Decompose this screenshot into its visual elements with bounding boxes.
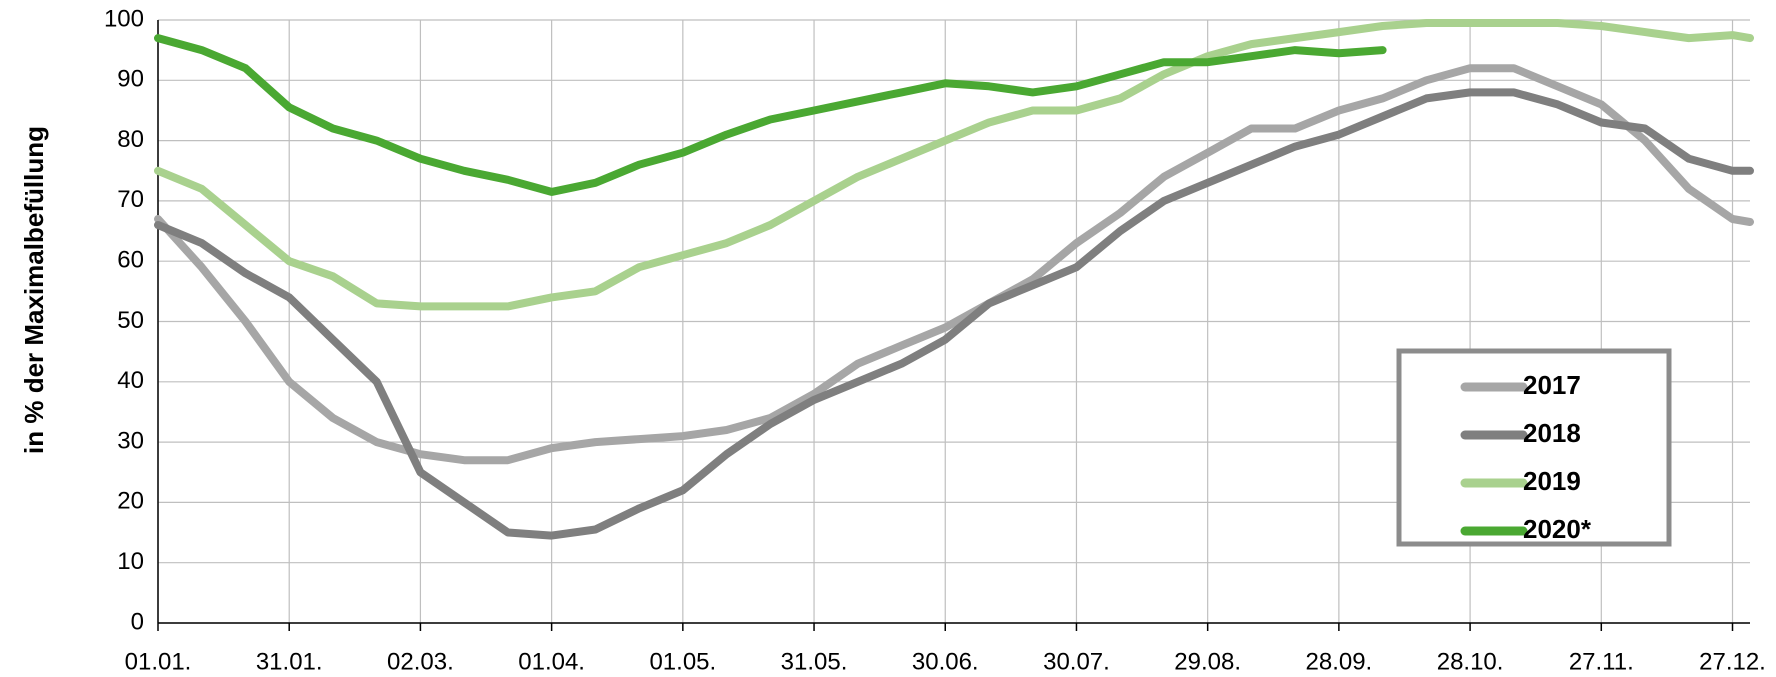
x-tick-label: 27.11. <box>1569 648 1634 675</box>
y-tick-label: 60 <box>117 247 144 274</box>
line-series <box>154 88 1754 540</box>
legend-label: 2019 <box>1523 466 1581 496</box>
x-tick-label: 01.05. <box>649 648 716 675</box>
line-series <box>154 64 1754 465</box>
y-tick-label: 50 <box>117 307 144 334</box>
x-tick-label: 28.10. <box>1437 648 1504 675</box>
x-tick-label: 31.01. <box>256 648 323 675</box>
y-tick-label: 30 <box>117 427 144 454</box>
y-tick-label: 70 <box>117 186 144 213</box>
y-tick-label: 100 <box>104 5 144 32</box>
x-tick-label: 02.03. <box>387 648 454 675</box>
y-axis-label: in % der Maximalbefüllung <box>19 126 49 454</box>
x-tick-label: 01.01. <box>125 648 192 675</box>
y-tick-label: 20 <box>117 488 144 515</box>
x-tick-label: 28.09. <box>1306 648 1373 675</box>
legend-label: 2018 <box>1523 418 1581 448</box>
line-series <box>154 34 1387 196</box>
x-tick-label: 27.12. <box>1699 648 1766 675</box>
y-tick-label: 80 <box>117 126 144 153</box>
legend-box <box>1396 348 1672 547</box>
x-tick-label: 01.04. <box>518 648 585 675</box>
y-tick-label: 10 <box>117 548 144 575</box>
line-series <box>154 19 1754 311</box>
y-tick-label: 0 <box>131 608 144 635</box>
x-tick-label: 29.08. <box>1174 648 1241 675</box>
x-tick-label: 31.05. <box>781 648 848 675</box>
legend: 2017 2018 2019 2020* <box>1396 348 1672 547</box>
x-tick-label: 30.07. <box>1043 648 1110 675</box>
x-tick-label: 30.06. <box>912 648 979 675</box>
y-tick-label: 90 <box>117 66 144 93</box>
y-tick-label: 40 <box>117 367 144 394</box>
legend-label: 2017 <box>1523 370 1581 400</box>
legend-label: 2020* <box>1523 514 1592 544</box>
